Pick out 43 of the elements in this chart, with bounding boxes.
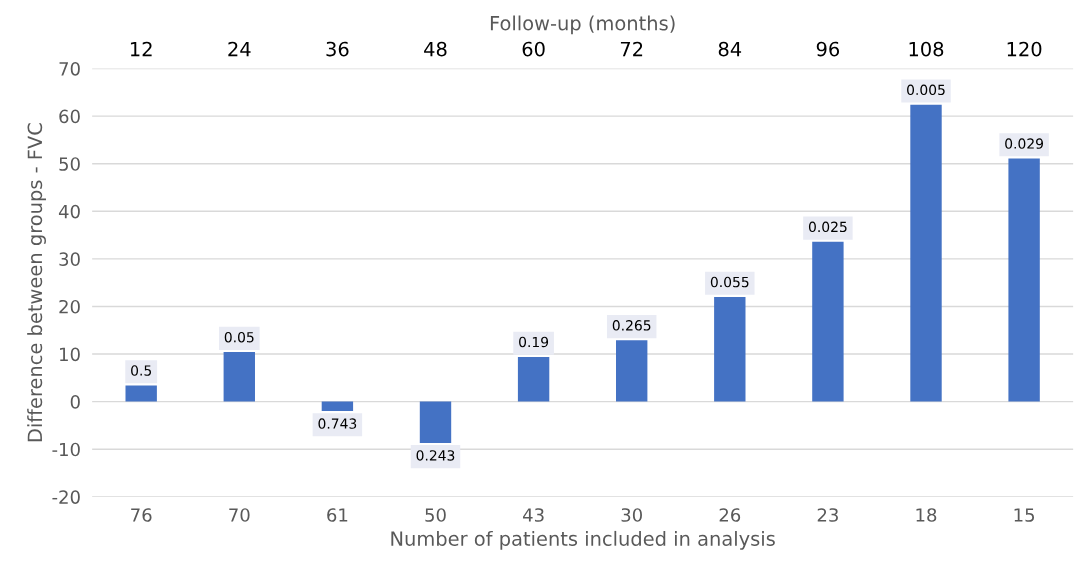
y-tick-label: 0 xyxy=(70,395,80,409)
y-tick-label: 60 xyxy=(59,109,80,124)
annotation: 0.743 xyxy=(318,418,357,429)
annotation: 0.19 xyxy=(519,336,549,348)
y-tick-label: -20 xyxy=(52,490,80,504)
x-tick-label: 43 xyxy=(522,508,544,522)
x-tick-label: 76 xyxy=(131,508,152,522)
x2-tick-label: 12 xyxy=(130,41,152,57)
x2-tick-label: 24 xyxy=(228,41,251,57)
x2-tick-label: 84 xyxy=(718,41,742,57)
x2-tick-label: 36 xyxy=(326,41,349,57)
x-tick-label: 50 xyxy=(425,508,446,522)
x2-tick-label: 96 xyxy=(816,41,840,57)
annotation: 0.05 xyxy=(224,331,254,343)
x-tick-label: 26 xyxy=(719,508,741,522)
annotation: 0.5 xyxy=(131,365,152,376)
x2-axis-title: Follow-up (months) xyxy=(490,15,675,35)
annotation: 0.025 xyxy=(808,221,847,233)
x-tick-label: 30 xyxy=(621,508,642,522)
x-tick-label: 61 xyxy=(327,508,348,522)
y-tick-label: 30 xyxy=(59,252,80,266)
x-tick-label: 18 xyxy=(916,508,937,522)
x2-tick-label: 72 xyxy=(620,41,643,57)
annotation: 0.055 xyxy=(710,276,749,288)
x-tick-label: 23 xyxy=(817,508,838,522)
annotation: 0.029 xyxy=(1005,138,1044,149)
x2-tick-label: 48 xyxy=(424,41,447,57)
x-tick-label: 70 xyxy=(229,508,250,522)
annotation: 0.265 xyxy=(612,320,651,331)
y-axis-title: Difference between groups - FVC xyxy=(27,123,46,442)
y-tick-label: 50 xyxy=(59,157,80,171)
x-tick-label: 15 xyxy=(1014,508,1035,522)
annotation: 0.005 xyxy=(907,84,945,96)
y-tick-label: -10 xyxy=(52,442,80,457)
y-tick-label: 40 xyxy=(58,204,80,219)
y-tick-label: 10 xyxy=(60,347,80,362)
y-tick-label: 70 xyxy=(59,61,80,76)
x2-tick-label: 120 xyxy=(1007,41,1042,57)
y-tick-label: 20 xyxy=(59,299,80,314)
x2-tick-label: 60 xyxy=(522,41,545,57)
annotation: 0.243 xyxy=(416,450,455,461)
x2-tick-label: 108 xyxy=(909,41,944,57)
x-axis-title: Number of patients included in analysis xyxy=(391,530,775,550)
